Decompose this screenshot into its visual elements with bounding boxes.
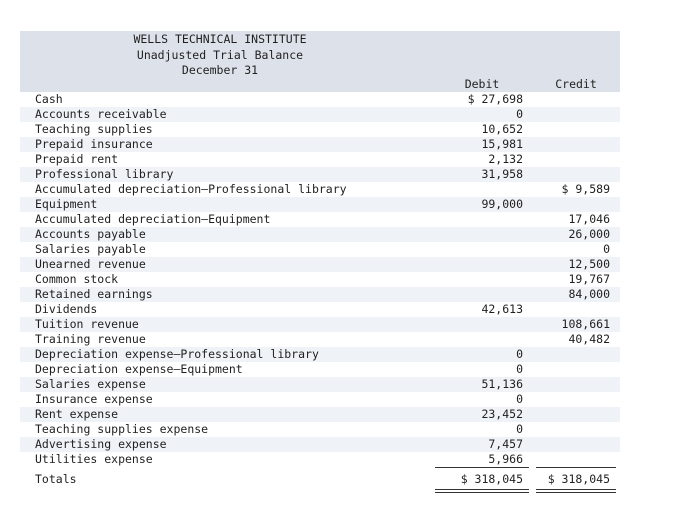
table-row: Insurance expense 0 [20, 392, 620, 407]
table-row: Prepaid rent 2,132 [20, 152, 620, 167]
report-header: WELLS TECHNICAL INSTITUTE Unadjusted Tri… [20, 31, 620, 92]
credit-subtotal-rule [536, 467, 616, 468]
credit-amount: 84,000 [568, 287, 610, 301]
debit-amount: 5,966 [488, 452, 523, 466]
table-row: Tuition revenue 108,661 [20, 317, 620, 332]
debit-total-double-rule [435, 489, 529, 493]
table-row: Cash $ 27,698 [20, 92, 620, 107]
account-name: Accumulated depreciation—Professional li… [35, 182, 347, 196]
account-name: Accounts receivable [35, 107, 167, 121]
table-row: Depreciation expense—Equipment 0 [20, 362, 620, 377]
credit-column-header: Credit [555, 77, 597, 91]
account-name: Unearned revenue [35, 257, 146, 271]
account-name: Tuition revenue [35, 317, 139, 331]
report-date: December 31 [181, 63, 259, 77]
totals-debit: $ 318,045 [460, 472, 523, 486]
table-row: Equipment 99,000 [20, 197, 620, 212]
account-name: Teaching supplies [35, 122, 153, 136]
debit-amount: 2,132 [488, 152, 523, 166]
table-row: Dividends 42,613 [20, 302, 620, 317]
debit-amount: 0 [516, 347, 523, 361]
table-row: Depreciation expense—Professional librar… [20, 347, 620, 362]
account-rows: Cash $ 27,698 Accounts receivable 0 Teaching… [20, 92, 620, 467]
debit-amount: 10,652 [481, 122, 523, 136]
debit-amount: 31,958 [481, 167, 523, 181]
debit-amount: 7,457 [488, 437, 523, 451]
debit-amount: 0 [516, 392, 523, 406]
account-name: Insurance expense [35, 392, 153, 406]
account-name: Accumulated depreciation—Equipment [35, 212, 271, 226]
table-row: Prepaid insurance 15,981 [20, 137, 620, 152]
credit-total-double-rule [536, 489, 616, 493]
table-row: Salaries expense 51,136 [20, 377, 620, 392]
table-row: Teaching supplies 10,652 [20, 122, 620, 137]
table-row: Utilities expense 5,966 [20, 452, 620, 467]
table-row: Advertising expense 7,457 [20, 437, 620, 452]
account-name: Salaries expense [35, 377, 146, 391]
account-name: Salaries payable [35, 242, 146, 256]
account-name: Depreciation expense—Equipment [35, 362, 243, 376]
account-name: Professional library [35, 167, 174, 181]
table-row: Training revenue 40,482 [20, 332, 620, 347]
credit-amount: $ 9,589 [561, 182, 610, 196]
table-row: Accounts receivable 0 [20, 107, 620, 122]
account-name: Teaching supplies expense [35, 422, 209, 436]
debit-amount: 99,000 [481, 197, 523, 211]
account-name: Depreciation expense—Professional librar… [35, 347, 319, 361]
table-row: Unearned revenue 12,500 [20, 257, 620, 272]
table-row: Teaching supplies expense 0 [20, 422, 620, 437]
debit-subtotal-rule [435, 467, 529, 468]
report-title: Unadjusted Trial Balance [136, 47, 304, 62]
account-name: Accounts payable [35, 227, 146, 241]
debit-amount: 0 [516, 422, 523, 436]
credit-amount: 40,482 [568, 332, 610, 346]
totals-row: Totals $ 318,045 $ 318,045 [20, 469, 620, 489]
account-name: Utilities expense [35, 452, 153, 466]
credit-amount: 17,046 [568, 212, 610, 226]
totals-label: Totals [35, 472, 77, 486]
table-row: Common stock 19,767 [20, 272, 620, 287]
debit-column-header: Debit [464, 77, 500, 91]
account-name: Retained earnings [35, 287, 153, 301]
table-row: Professional library 31,958 [20, 167, 620, 182]
table-row: Accounts payable 26,000 [20, 227, 620, 242]
account-name: Prepaid insurance [35, 137, 153, 151]
account-name: Training revenue [35, 332, 146, 346]
table-row: Retained earnings 84,000 [20, 287, 620, 302]
debit-amount: 0 [516, 362, 523, 376]
account-name: Common stock [35, 272, 119, 286]
debit-amount: 23,452 [481, 407, 523, 421]
table-row: Salaries payable 0 [20, 242, 620, 257]
debit-amount: 0 [516, 107, 523, 121]
credit-amount: 26,000 [568, 227, 610, 241]
debit-amount: $ 27,698 [467, 92, 523, 106]
debit-amount: 15,981 [481, 137, 523, 151]
debit-amount: 51,136 [481, 377, 523, 391]
table-row: Accumulated depreciation—Professional li… [20, 182, 620, 197]
credit-amount: 0 [603, 242, 610, 256]
account-name: Rent expense [35, 407, 119, 421]
table-row: Accumulated depreciation—Equipment 17,046 [20, 212, 620, 227]
company-name: WELLS TECHNICAL INSTITUTE [133, 32, 307, 46]
trial-balance: WELLS TECHNICAL INSTITUTE Unadjusted Tri… [20, 31, 620, 493]
account-name: Cash [35, 92, 63, 106]
credit-amount: 12,500 [568, 257, 610, 271]
debit-amount: 42,613 [481, 302, 523, 316]
credit-amount: 19,767 [568, 272, 610, 286]
totals-credit: $ 318,045 [547, 472, 610, 486]
account-name: Equipment [35, 197, 98, 211]
account-name: Prepaid rent [35, 152, 119, 166]
credit-amount: 108,661 [561, 317, 610, 331]
table-row: Rent expense 23,452 [20, 407, 620, 422]
account-name: Advertising expense [35, 437, 167, 451]
account-name: Dividends [35, 302, 98, 316]
